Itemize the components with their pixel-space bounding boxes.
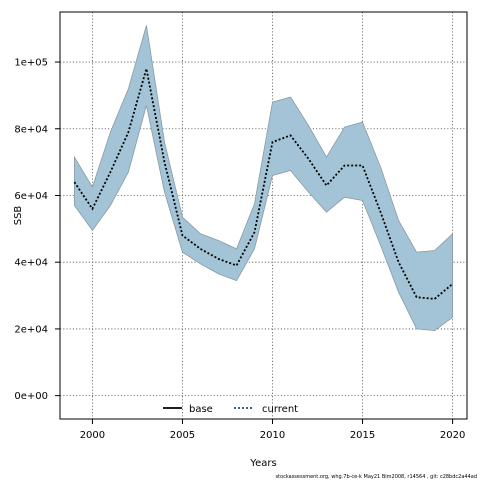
footer-text: stockassessment.org, whg.7b-ce-k May21 B… bbox=[275, 474, 477, 480]
y-tick-label: 4e+04 bbox=[14, 258, 48, 269]
x-tick-label: 2015 bbox=[350, 430, 375, 441]
y-axis: 0e+00 2e+04 4e+04 6e+04 8e+04 1e+05 bbox=[14, 58, 60, 402]
y-axis-title: SSB bbox=[13, 206, 24, 226]
y-tick-label: 0e+00 bbox=[14, 391, 48, 402]
x-tick-label: 2000 bbox=[80, 430, 105, 441]
plot-frame bbox=[59, 11, 468, 420]
x-axis-title: Years bbox=[249, 458, 276, 469]
grid-lines bbox=[60, 12, 467, 419]
x-tick-label: 2020 bbox=[440, 430, 465, 441]
confidence-band bbox=[74, 25, 453, 332]
y-tick-label: 2e+04 bbox=[14, 324, 48, 335]
legend-label-current: current bbox=[262, 404, 298, 415]
legend: base current bbox=[163, 404, 298, 415]
series-current-line bbox=[73, 68, 454, 300]
x-tick-label: 2010 bbox=[260, 430, 285, 441]
legend-label-base: base bbox=[189, 404, 213, 415]
y-tick-label: 8e+04 bbox=[14, 124, 48, 135]
x-tick-label: 2005 bbox=[170, 430, 195, 441]
y-tick-label: 1e+05 bbox=[14, 58, 48, 69]
x-axis: 2000 2005 2010 2015 2020 bbox=[80, 419, 465, 441]
y-tick-label: 6e+04 bbox=[14, 191, 48, 202]
